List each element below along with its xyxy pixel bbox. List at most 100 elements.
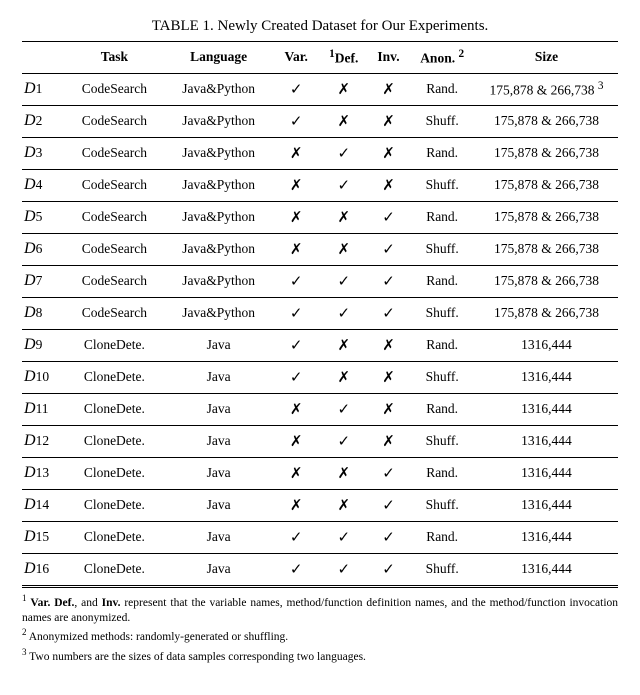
row-task: CodeSearch bbox=[64, 73, 165, 105]
cross-icon: ✗ bbox=[338, 210, 351, 226]
row-def: ✓ bbox=[320, 393, 368, 425]
row-language: Java bbox=[165, 329, 272, 361]
table-row: D8CodeSearchJava&Python✓✓✓Shuff.175,878 … bbox=[22, 297, 618, 329]
check-icon: ✓ bbox=[290, 274, 303, 290]
row-var: ✗ bbox=[272, 137, 320, 169]
cross-icon: ✗ bbox=[382, 402, 395, 418]
footnote-1-strong2: Inv. bbox=[102, 596, 121, 608]
row-inv: ✗ bbox=[368, 137, 410, 169]
header-language: Language bbox=[165, 42, 272, 74]
row-def: ✗ bbox=[320, 489, 368, 521]
row-var: ✓ bbox=[272, 73, 320, 105]
table-row: D2CodeSearchJava&Python✓✗✗Shuff.175,878 … bbox=[22, 105, 618, 137]
row-size: 1316,444 bbox=[475, 361, 618, 393]
row-anon: Rand. bbox=[409, 521, 475, 553]
row-language: Java&Python bbox=[165, 201, 272, 233]
row-var: ✓ bbox=[272, 361, 320, 393]
table-row: D7CodeSearchJava&Python✓✓✓Rand.175,878 &… bbox=[22, 265, 618, 297]
check-icon: ✓ bbox=[338, 146, 351, 162]
row-id: D8 bbox=[22, 297, 64, 329]
row-anon: Rand. bbox=[409, 265, 475, 297]
check-icon: ✓ bbox=[382, 530, 395, 546]
row-anon: Shuff. bbox=[409, 361, 475, 393]
row-inv: ✗ bbox=[368, 169, 410, 201]
row-task: CloneDete. bbox=[64, 393, 165, 425]
check-icon: ✓ bbox=[382, 242, 395, 258]
row-var: ✓ bbox=[272, 521, 320, 553]
header-def: 1Def. bbox=[320, 42, 368, 74]
size-sup: 3 bbox=[598, 80, 604, 92]
row-size: 1316,444 bbox=[475, 329, 618, 361]
cross-icon: ✗ bbox=[290, 402, 303, 418]
row-def: ✓ bbox=[320, 169, 368, 201]
table-row: D16CloneDete.Java✓✓✓Shuff.1316,444 bbox=[22, 553, 618, 586]
row-anon: Rand. bbox=[409, 137, 475, 169]
check-icon: ✓ bbox=[382, 466, 395, 482]
row-var: ✓ bbox=[272, 265, 320, 297]
row-var: ✓ bbox=[272, 297, 320, 329]
row-id: D4 bbox=[22, 169, 64, 201]
row-var: ✓ bbox=[272, 105, 320, 137]
row-size: 175,878 & 266,738 3 bbox=[475, 73, 618, 105]
header-anon-sup: 2 bbox=[458, 48, 464, 60]
row-var: ✗ bbox=[272, 233, 320, 265]
cross-icon: ✗ bbox=[290, 498, 303, 514]
row-var: ✗ bbox=[272, 425, 320, 457]
row-language: Java bbox=[165, 553, 272, 586]
row-anon: Rand. bbox=[409, 73, 475, 105]
table-row: D9CloneDete.Java✓✗✗Rand.1316,444 bbox=[22, 329, 618, 361]
check-icon: ✓ bbox=[338, 434, 351, 450]
row-anon: Rand. bbox=[409, 329, 475, 361]
row-inv: ✓ bbox=[368, 553, 410, 586]
dataset-table: Task Language Var. 1Def. Inv. Anon. 2 Si… bbox=[22, 41, 618, 588]
row-task: CloneDete. bbox=[64, 425, 165, 457]
row-def: ✓ bbox=[320, 553, 368, 586]
row-var: ✗ bbox=[272, 169, 320, 201]
row-anon: Rand. bbox=[409, 201, 475, 233]
footnote-1-a: , and bbox=[74, 596, 101, 608]
row-size: 175,878 & 266,738 bbox=[475, 169, 618, 201]
check-icon: ✓ bbox=[382, 498, 395, 514]
check-icon: ✓ bbox=[338, 306, 351, 322]
check-icon: ✓ bbox=[382, 306, 395, 322]
row-anon: Shuff. bbox=[409, 297, 475, 329]
row-inv: ✓ bbox=[368, 489, 410, 521]
cross-icon: ✗ bbox=[382, 114, 395, 130]
row-id: D6 bbox=[22, 233, 64, 265]
row-language: Java bbox=[165, 425, 272, 457]
row-def: ✓ bbox=[320, 265, 368, 297]
row-inv: ✗ bbox=[368, 329, 410, 361]
row-inv: ✗ bbox=[368, 361, 410, 393]
row-size: 1316,444 bbox=[475, 521, 618, 553]
cross-icon: ✗ bbox=[338, 242, 351, 258]
row-id: D11 bbox=[22, 393, 64, 425]
footnote-1-sup: 1 bbox=[22, 593, 27, 603]
row-id: D15 bbox=[22, 521, 64, 553]
row-anon: Shuff. bbox=[409, 105, 475, 137]
row-anon: Shuff. bbox=[409, 425, 475, 457]
row-language: Java bbox=[165, 393, 272, 425]
check-icon: ✓ bbox=[338, 274, 351, 290]
footnote-2: 2 Anonymized methods: randomly-generated… bbox=[22, 626, 618, 645]
row-task: CodeSearch bbox=[64, 169, 165, 201]
cross-icon: ✗ bbox=[290, 242, 303, 258]
row-language: Java&Python bbox=[165, 137, 272, 169]
check-icon: ✓ bbox=[290, 114, 303, 130]
check-icon: ✓ bbox=[290, 306, 303, 322]
header-row: Task Language Var. 1Def. Inv. Anon. 2 Si… bbox=[22, 42, 618, 74]
header-inv: Inv. bbox=[368, 42, 410, 74]
table-row: D11CloneDete.Java✗✓✗Rand.1316,444 bbox=[22, 393, 618, 425]
row-inv: ✗ bbox=[368, 393, 410, 425]
footnote-3: 3 Two numbers are the sizes of data samp… bbox=[22, 646, 618, 665]
row-id: D5 bbox=[22, 201, 64, 233]
check-icon: ✓ bbox=[290, 530, 303, 546]
row-anon: Shuff. bbox=[409, 169, 475, 201]
header-size: Size bbox=[475, 42, 618, 74]
table-row: D10CloneDete.Java✓✗✗Shuff.1316,444 bbox=[22, 361, 618, 393]
footnote-1-strong: Var. Def. bbox=[30, 596, 74, 608]
row-id: D1 bbox=[22, 73, 64, 105]
cross-icon: ✗ bbox=[338, 82, 351, 98]
table-row: D1CodeSearchJava&Python✓✗✗Rand.175,878 &… bbox=[22, 73, 618, 105]
row-language: Java bbox=[165, 521, 272, 553]
row-anon: Shuff. bbox=[409, 489, 475, 521]
